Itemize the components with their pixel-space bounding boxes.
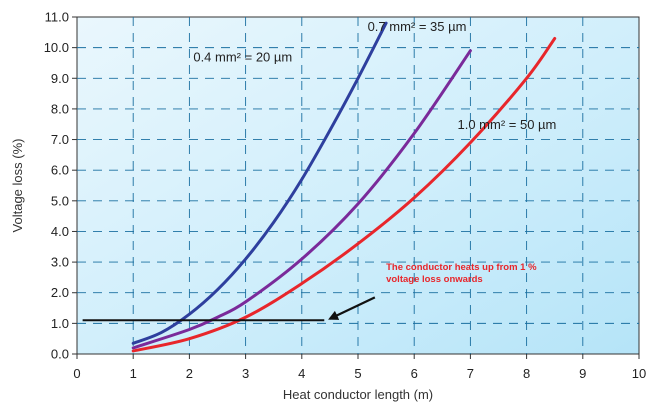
series-label-2: 0.7 mm² = 35 µm — [368, 19, 467, 34]
annotation-text-line: The conductor heats up from 1 % — [386, 262, 537, 273]
reference-line-group: The conductor heats up from 1 %voltage l… — [82, 262, 537, 322]
y-tick-label: 7.0 — [51, 132, 69, 147]
y-tick-label: 5.0 — [51, 193, 69, 208]
x-axis-label: Heat conductor length (m) — [283, 387, 433, 402]
series-lines — [131, 21, 557, 353]
x-tick-label: 7 — [467, 366, 474, 381]
x-tick-label: 5 — [354, 366, 361, 381]
x-tick-label: 3 — [242, 366, 249, 381]
y-tick-label: 6.0 — [51, 163, 69, 178]
y-tick-label: 8.0 — [51, 101, 69, 116]
x-tick-label: 1 — [130, 366, 137, 381]
axis-ticks: 0 1 2 3 4 5 6 7 8 9 10 0.0 1.0 2.0 3.0 4.0 5.0 6.0 7.0 8.0 9… — [44, 10, 647, 382]
series-line-3 — [131, 36, 557, 353]
y-tick-label: 11.0 — [45, 10, 69, 25]
x-tick-label: 8 — [523, 366, 530, 381]
series-label-1: 0.4 mm² = 20 µm — [193, 49, 292, 64]
y-tick-label: 1.0 — [51, 316, 69, 331]
x-tick-label: 2 — [186, 366, 193, 381]
series-label-3: 1.0 mm² = 50 µm — [457, 117, 556, 132]
x-tick-label: 0 — [73, 366, 80, 381]
series-line-1 — [131, 21, 388, 345]
annotation-text-line: voltage loss onwards — [386, 274, 483, 285]
x-tick-label: 9 — [579, 366, 586, 381]
series-line-2 — [131, 49, 472, 350]
grid — [77, 17, 639, 354]
y-tick-label: 10.0 — [44, 40, 69, 55]
x-tick-label: 4 — [298, 366, 305, 381]
annotation-arrow — [328, 296, 376, 320]
y-tick-label: 9.0 — [51, 71, 69, 86]
y-tick-label: 3.0 — [51, 255, 69, 270]
series-labels: 0.4 mm² = 20 µm 0.7 mm² = 35 µm 1.0 mm² = … — [193, 19, 556, 132]
x-tick-label: 10 — [632, 366, 646, 381]
x-tick-label: 6 — [411, 366, 418, 381]
y-tick-label: 4.0 — [51, 224, 69, 239]
y-tick-label: 0.0 — [51, 347, 69, 362]
y-axis-label: Voltage loss (%) — [10, 139, 25, 233]
y-tick-label: 2.0 — [51, 285, 69, 300]
